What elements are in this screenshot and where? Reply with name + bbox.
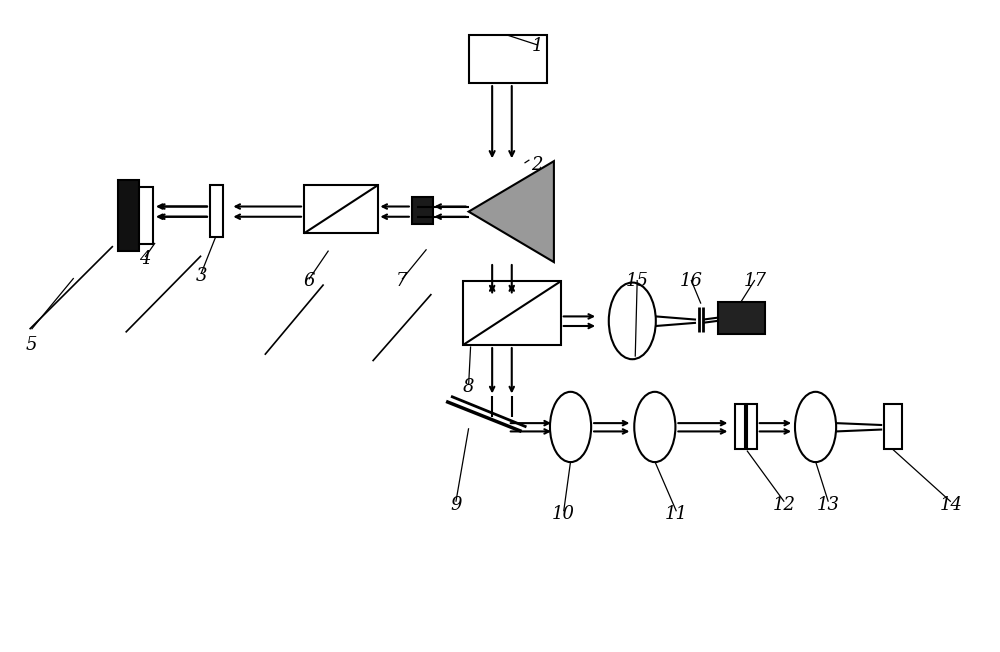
Bar [718, 302, 765, 334]
Bar [412, 197, 433, 224]
Text: 11: 11 [665, 505, 688, 524]
Text: 8: 8 [463, 378, 474, 396]
Text: 12: 12 [773, 496, 796, 514]
Bar [884, 404, 902, 449]
Text: 9: 9 [450, 496, 462, 514]
Text: 15: 15 [626, 273, 649, 290]
Bar [747, 404, 757, 449]
Text: 14: 14 [939, 496, 962, 514]
Bar [463, 281, 561, 345]
Text: 4: 4 [139, 250, 151, 268]
Text: 6: 6 [303, 273, 315, 290]
Text: 13: 13 [817, 496, 840, 514]
Text: 7: 7 [396, 273, 408, 290]
Bar [735, 404, 745, 449]
Ellipse shape [550, 392, 591, 462]
Bar [469, 35, 547, 83]
Text: 1: 1 [531, 37, 543, 55]
Polygon shape [469, 161, 554, 262]
Ellipse shape [634, 392, 675, 462]
Text: 2: 2 [531, 156, 543, 174]
Bar [118, 181, 139, 250]
Text: 17: 17 [743, 273, 766, 290]
Ellipse shape [795, 392, 836, 462]
Bar [139, 186, 153, 244]
Text: 16: 16 [680, 273, 703, 290]
Text: 5: 5 [26, 336, 37, 354]
Bar [304, 185, 378, 233]
Bar [210, 185, 223, 237]
Text: 10: 10 [552, 505, 575, 524]
Ellipse shape [609, 282, 656, 359]
Text: 3: 3 [195, 267, 207, 285]
